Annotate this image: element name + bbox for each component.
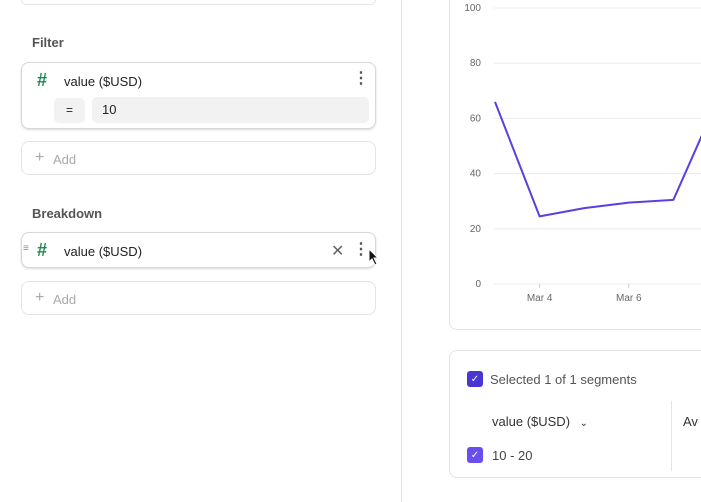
segments-summary: Selected 1 of 1 segments bbox=[490, 372, 637, 387]
more-options-icon[interactable]: ⋮ bbox=[353, 70, 369, 87]
y-tick-label: 0 bbox=[475, 279, 481, 290]
chart-card bbox=[449, 0, 701, 330]
filter-value-input[interactable]: 10 bbox=[92, 97, 369, 123]
filter-operator[interactable]: = bbox=[54, 98, 85, 123]
drag-handle-icon[interactable]: ≡ bbox=[23, 243, 29, 254]
breakdown-add-button[interactable]: + Add bbox=[21, 281, 376, 315]
mouse-cursor-icon bbox=[368, 248, 380, 266]
x-tick-label: Mar 4 bbox=[527, 293, 553, 304]
plus-icon: + bbox=[35, 149, 45, 166]
number-type-icon: # bbox=[37, 240, 48, 260]
y-tick-label: 80 bbox=[470, 58, 482, 69]
plus-icon: + bbox=[35, 289, 45, 306]
filter-property[interactable]: value ($USD) bbox=[64, 74, 143, 89]
breakdown-card: ≡ # value ($USD) ✕ ⋮ bbox=[21, 232, 376, 268]
line-chart: 0 20 40 60 80 100 Mar 4 Mar 6 bbox=[464, 3, 701, 304]
add-label: Add bbox=[53, 292, 77, 307]
panel-divider bbox=[401, 0, 402, 502]
segment-checkbox[interactable]: ✓ bbox=[467, 447, 483, 463]
x-tick-label: Mar 6 bbox=[616, 293, 642, 304]
column-header-dropdown[interactable]: value ($USD) ⌄ bbox=[492, 414, 588, 429]
chevron-down-icon: ⌄ bbox=[579, 418, 589, 429]
add-label: Add bbox=[53, 152, 77, 167]
more-options-icon[interactable]: ⋮ bbox=[353, 241, 369, 258]
column-divider bbox=[671, 401, 672, 471]
breakdown-title: Breakdown bbox=[32, 206, 103, 221]
close-icon[interactable]: ✕ bbox=[331, 243, 345, 260]
number-type-icon: # bbox=[37, 70, 48, 90]
select-all-checkbox[interactable]: ✓ bbox=[467, 371, 483, 387]
y-tick-label: 60 bbox=[470, 113, 482, 124]
filter-add-button[interactable]: + Add bbox=[21, 141, 376, 175]
segment-label: 10 - 20 bbox=[492, 448, 533, 463]
filter-title: Filter bbox=[32, 35, 64, 50]
segments-card: ✓ Selected 1 of 1 segments value ($USD) … bbox=[449, 350, 701, 478]
column-header-label: value ($USD) bbox=[492, 414, 571, 429]
filter-card: # value ($USD) ⋮ = 10 bbox=[21, 62, 376, 129]
series-line bbox=[494, 101, 701, 218]
y-tick-label: 100 bbox=[464, 3, 481, 14]
y-tick-label: 40 bbox=[470, 169, 482, 180]
next-column-header: Av bbox=[683, 414, 698, 429]
breakdown-property[interactable]: value ($USD) bbox=[64, 244, 143, 259]
y-tick-label: 20 bbox=[470, 224, 482, 235]
